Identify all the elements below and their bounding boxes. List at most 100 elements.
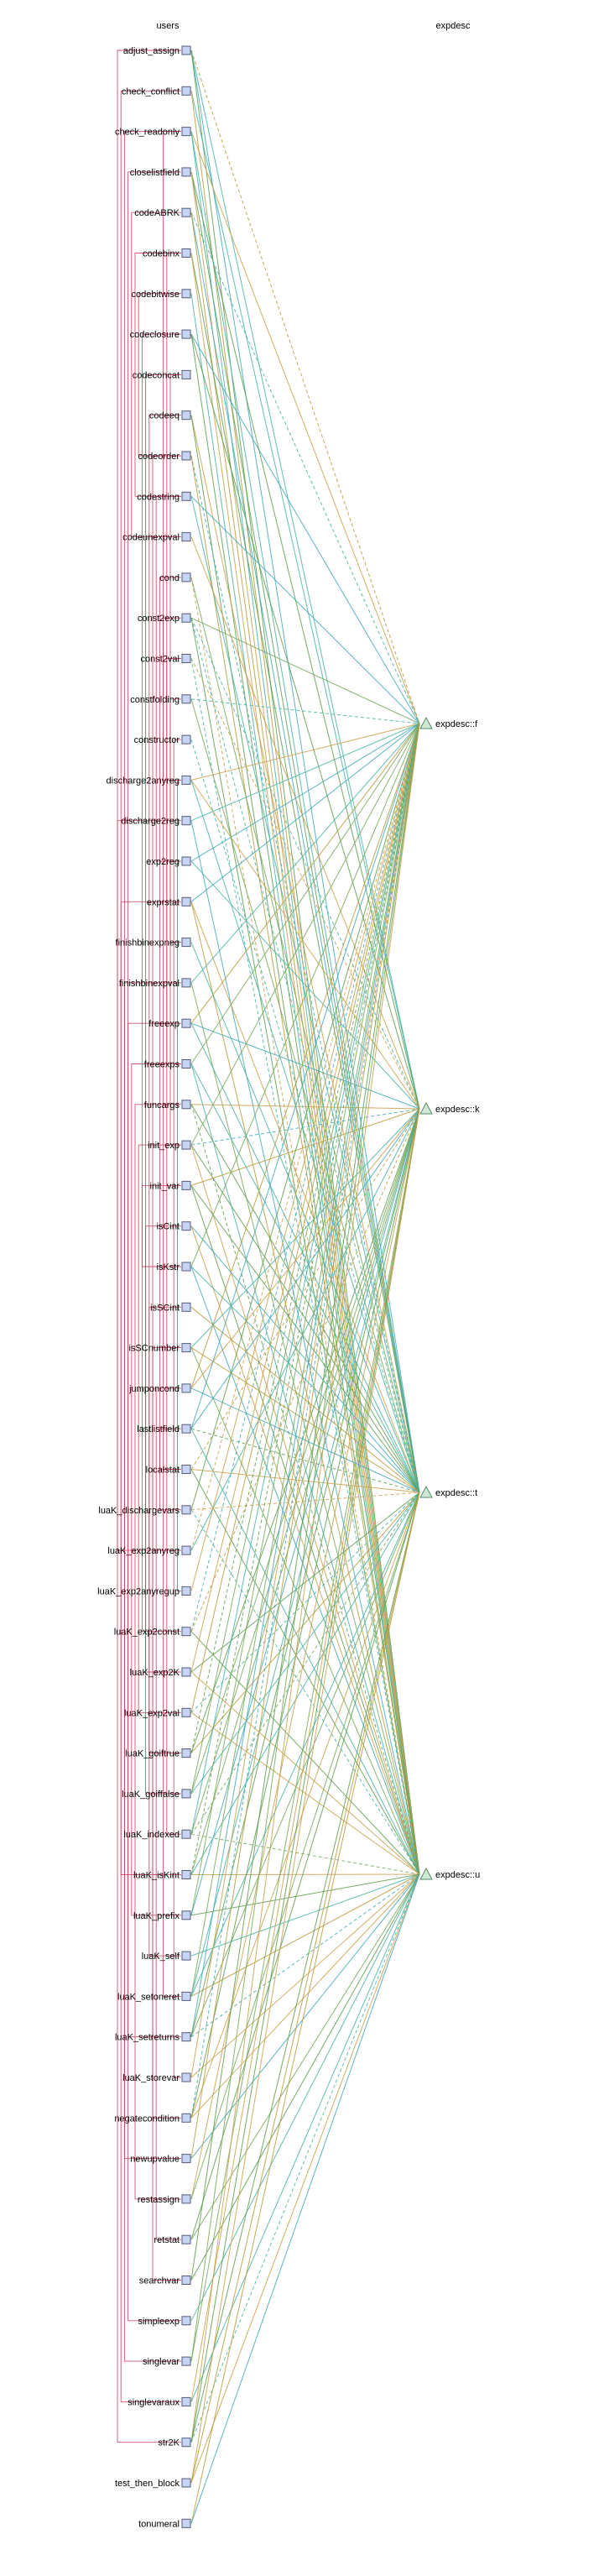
edge-cond-expdesc-u xyxy=(190,577,420,1875)
user-label: codeunexpval xyxy=(122,533,180,543)
edge-luaK_isKint-expdesc-f xyxy=(190,723,420,1875)
user-label: str2K xyxy=(158,2438,180,2448)
edge-luaK_dischargevars-expdesc-u xyxy=(190,1509,420,1875)
edge-const2val-expdesc-u xyxy=(190,658,420,1875)
square-node-icon xyxy=(181,1505,191,1515)
edge-luaK_setoneret-expdesc-f xyxy=(190,723,420,1997)
square-node-icon xyxy=(181,1951,191,1961)
user-label: luaK_exp2anyreg xyxy=(107,1546,180,1556)
square-node-icon xyxy=(181,1707,191,1717)
square-node-icon xyxy=(181,410,191,421)
edge-luaK_indexed-expdesc-k xyxy=(190,1108,420,1835)
square-node-icon xyxy=(181,1748,191,1758)
edge-finishbinexpval-expdesc-f xyxy=(190,723,420,984)
user-node-luaK_prefix: luaK_prefix xyxy=(133,1910,191,1921)
internal-link-constructor-luaK_storevar xyxy=(173,739,181,2078)
edge-finishbinexpval-expdesc-u xyxy=(190,982,420,1875)
user-nodes-layer: adjust_assign check_conflict check_readonl… xyxy=(97,45,191,2529)
user-node-codeorder: codeorder xyxy=(138,451,191,462)
edge-luaK_setoneret-expdesc-u xyxy=(190,1873,420,1997)
user-label: codebitwise xyxy=(132,290,180,300)
edge-negatecondition-expdesc-u xyxy=(190,1873,420,2119)
user-label: localstat xyxy=(146,1466,180,1476)
edge-luaK_dischargevars-expdesc-f xyxy=(190,723,420,1510)
square-node-icon xyxy=(181,775,191,785)
square-node-icon xyxy=(181,1140,191,1150)
edge-discharge2reg-expdesc-f xyxy=(190,723,420,822)
user-label: singlevar xyxy=(143,2357,180,2367)
edge-luaK_goiffalse-expdesc-t xyxy=(190,1492,420,1795)
user-label: luaK_indexed xyxy=(123,1830,180,1840)
user-label: restassign xyxy=(138,2195,180,2205)
triangle-node-icon xyxy=(419,1867,433,1880)
square-node-icon xyxy=(181,978,191,988)
edge-str2K-expdesc-f xyxy=(190,723,420,2443)
square-node-icon xyxy=(181,248,191,258)
square-node-icon xyxy=(181,127,191,137)
internal-link-lastlistfield-luaK_dischargevars xyxy=(159,1428,181,1511)
edge-luaK_goiftrue-expdesc-t xyxy=(190,1492,420,1753)
edge-init_var-expdesc-t xyxy=(190,1185,420,1493)
square-node-icon xyxy=(181,369,191,379)
user-node-searchvar: searchvar xyxy=(139,2276,191,2286)
square-node-icon xyxy=(181,2316,191,2326)
square-node-icon xyxy=(181,167,191,177)
edge-isKstr-expdesc-f xyxy=(190,723,420,1267)
edge-luaK_exp2val-expdesc-f xyxy=(190,723,420,1713)
target-label: expdesc::u xyxy=(435,1870,480,1880)
edge-adjust_assign-expdesc-f xyxy=(190,50,420,724)
edge-restassign-expdesc-k xyxy=(190,1108,420,2200)
edge-funcargs-expdesc-k xyxy=(190,1104,420,1110)
square-node-icon xyxy=(181,816,191,826)
internal-link-isSCnumber-negatecondition xyxy=(152,1347,181,2119)
edge-freeexps-expdesc-u xyxy=(190,1063,420,1875)
user-label: discharge2anyreg xyxy=(107,776,180,786)
edge-newupvalue-expdesc-f xyxy=(190,723,420,2159)
edge-codeABRK-expdesc-f xyxy=(190,212,420,724)
square-node-icon xyxy=(181,1910,191,1920)
edge-isSCnumber-expdesc-u xyxy=(190,1347,420,1875)
edge-init_var-expdesc-u xyxy=(190,1185,420,1875)
square-node-icon xyxy=(181,856,191,866)
user-label: luaK_exp2const xyxy=(114,1628,180,1638)
user-node-init_var: init_var xyxy=(150,1180,191,1191)
internal-link-init_var-luaK_exp2const xyxy=(141,1184,181,1633)
edge-test_then_block-expdesc-t xyxy=(190,1492,420,2484)
edge-check_conflict-expdesc-k xyxy=(190,91,420,1110)
square-node-icon xyxy=(181,532,191,542)
square-node-icon xyxy=(181,1829,191,1839)
user-label: codeeq xyxy=(149,411,180,421)
square-node-icon xyxy=(181,1424,191,1434)
user-label: adjust_assign xyxy=(123,46,180,56)
internal-link-check_readonly-discharge2anyreg xyxy=(163,131,181,781)
edge-negatecondition-expdesc-f xyxy=(190,723,420,2119)
edge-test_then_block-expdesc-u xyxy=(190,1873,420,2484)
user-label: codeconcat xyxy=(133,370,180,380)
user-node-luaK_storevar: luaK_storevar xyxy=(122,2072,191,2083)
user-node-luaK_goiftrue: luaK_goiftrue xyxy=(125,1748,191,1759)
edge-codeclosure-expdesc-f xyxy=(190,333,420,724)
user-node-constfolding: constfolding xyxy=(130,694,191,705)
edge-tonumeral-expdesc-u xyxy=(190,1873,420,2524)
square-node-icon xyxy=(181,2276,191,2285)
square-node-icon xyxy=(181,289,191,299)
square-node-icon xyxy=(181,2072,191,2082)
user-node-exprstat: exprstat xyxy=(147,896,191,907)
edge-luaK_isKint-expdesc-k xyxy=(190,1108,420,1875)
user-node-luaK_exp2val: luaK_exp2val xyxy=(124,1707,191,1718)
edge-closelistfield-expdesc-u xyxy=(190,171,420,1875)
user-node-luaK_goiffalse: luaK_goiffalse xyxy=(122,1789,191,1800)
target-node-expdesc-t: expdesc::t xyxy=(419,1485,477,1498)
user-label: codeorder xyxy=(138,452,180,462)
square-node-icon xyxy=(181,2518,191,2528)
edge-test_then_block-expdesc-k xyxy=(190,1108,420,2484)
edge-adjust_assign-expdesc-k xyxy=(190,50,420,1110)
user-label: luaK_prefix xyxy=(133,1911,180,1921)
user-node-luaK_setoneret: luaK_setoneret xyxy=(117,1991,191,2002)
edge-freeexps-expdesc-f xyxy=(190,723,420,1064)
square-node-icon xyxy=(181,1870,191,1879)
user-node-restassign: restassign xyxy=(138,2194,191,2205)
edge-lastlistfield-expdesc-f xyxy=(190,723,420,1429)
edge-luaK_indexed-expdesc-f xyxy=(190,723,420,1835)
edge-tonumeral-expdesc-t xyxy=(190,1492,420,2524)
